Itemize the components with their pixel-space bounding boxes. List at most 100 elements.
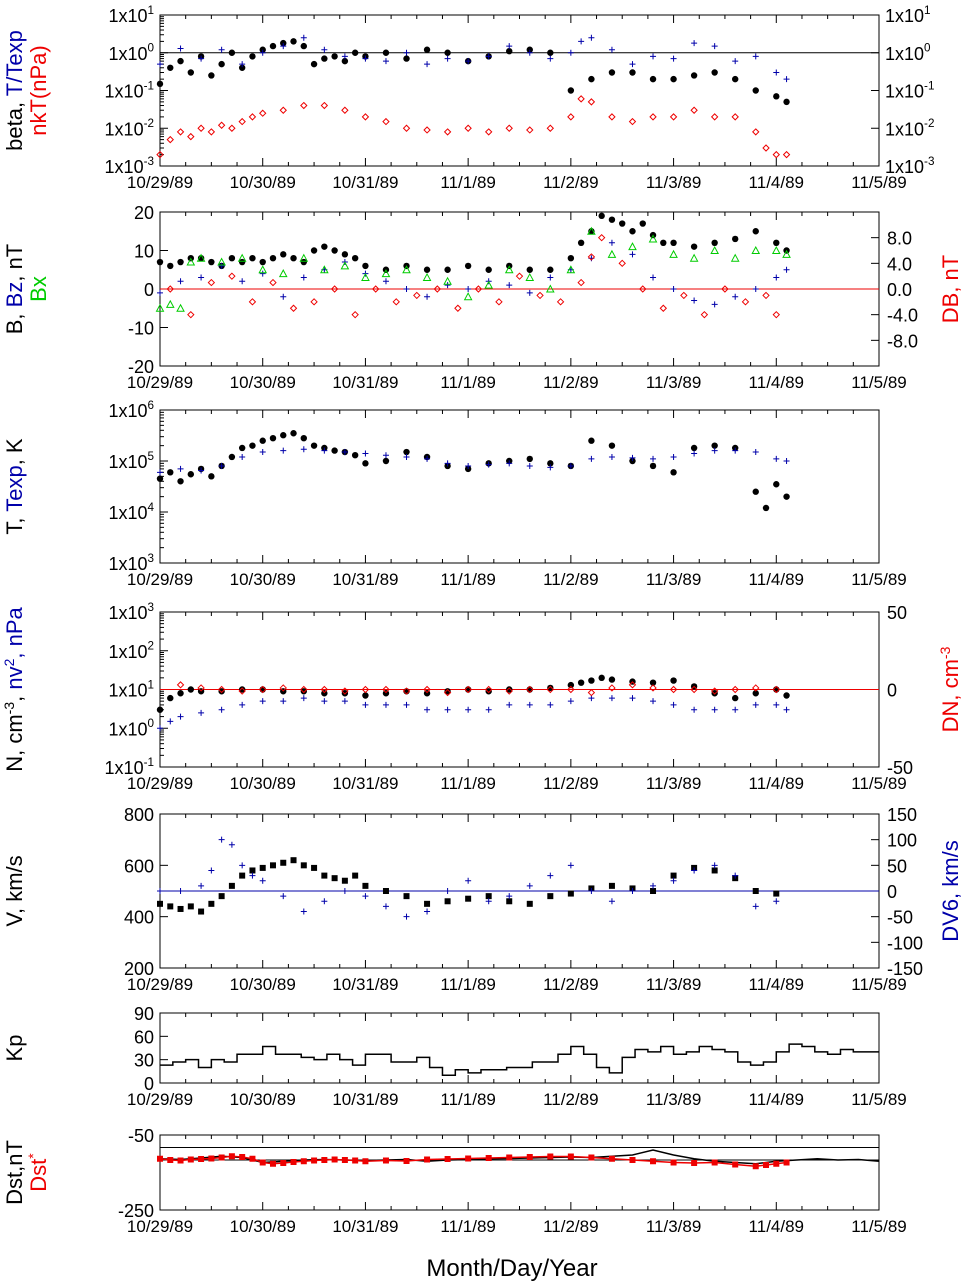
- data-point: [352, 872, 359, 879]
- data-point: [773, 686, 780, 693]
- data-point: [331, 53, 338, 60]
- data-point: [423, 126, 431, 134]
- data-point: [547, 274, 554, 281]
- y-right-tick-label: 50: [887, 603, 907, 623]
- x-tick-label: 10/31/89: [332, 1090, 398, 1109]
- data-point: [403, 49, 410, 56]
- data-point: [670, 677, 677, 684]
- x-tick-label: 11/2/89: [543, 774, 598, 793]
- x-tick-label: 10/29/89: [127, 570, 193, 589]
- data-point: [198, 709, 205, 716]
- data-point: [629, 454, 636, 461]
- data-point: [465, 58, 472, 65]
- data-point: [228, 124, 236, 132]
- data-point: [187, 903, 194, 910]
- data-point: [269, 42, 277, 50]
- data-point: [506, 1154, 513, 1161]
- data-point: [352, 1157, 359, 1164]
- data-point: [648, 234, 658, 243]
- x-tick-label: 10/31/89: [332, 1217, 398, 1236]
- data-point: [381, 269, 391, 278]
- data-point: [228, 882, 235, 889]
- data-point: [157, 725, 163, 732]
- data-point: [177, 888, 184, 894]
- data-point: [424, 455, 431, 462]
- data-point: [248, 113, 257, 121]
- data-point: [485, 53, 492, 60]
- data-point: [650, 274, 657, 281]
- data-point: [423, 690, 431, 697]
- data-point: [711, 442, 718, 449]
- data-point: [269, 1160, 276, 1167]
- data-point: [155, 303, 165, 312]
- x-axis-title: Month/Day/Year: [426, 1255, 597, 1282]
- data-point: [783, 706, 790, 713]
- series-kp: [160, 1043, 879, 1076]
- data-point: [660, 239, 667, 246]
- data-point: [218, 688, 225, 695]
- data-point: [198, 467, 205, 474]
- data-point: [259, 270, 266, 277]
- y-right-tick-label: -50: [887, 758, 913, 778]
- data-point: [228, 1153, 235, 1160]
- data-point: [176, 128, 185, 136]
- data-point: [464, 685, 472, 694]
- data-point: [217, 121, 226, 129]
- x-tick-label: 11/2/89: [543, 373, 598, 392]
- x-tick-label: 11/4/89: [749, 570, 804, 589]
- data-point: [732, 706, 739, 713]
- data-point: [547, 460, 554, 467]
- y-right-tick-label: 50: [887, 856, 907, 876]
- data-point: [484, 685, 493, 694]
- x-tick-label: 11/5/89: [851, 173, 906, 192]
- data-point: [239, 61, 246, 68]
- data-point: [444, 282, 451, 289]
- data-point: [711, 447, 718, 454]
- x-tick-label: 11/1/89: [440, 570, 495, 589]
- data-point: [259, 877, 266, 884]
- x-tick-label: 11/4/89: [749, 1090, 804, 1109]
- data-point: [341, 53, 348, 60]
- data-point: [259, 49, 266, 56]
- y-tick-label: -10: [128, 319, 154, 339]
- data-point: [465, 1155, 472, 1162]
- series-texp: [157, 446, 790, 476]
- y-tick-label: 90: [134, 1004, 154, 1024]
- y-tick-label: 1x10-1: [105, 79, 154, 101]
- data-point: [650, 888, 657, 894]
- data-point: [773, 455, 780, 462]
- data-point: [239, 453, 246, 460]
- data-point: [588, 228, 595, 235]
- data-point: [731, 113, 739, 121]
- data-point: [629, 1157, 636, 1163]
- y-tick-label: -50: [128, 1126, 154, 1146]
- data-point: [300, 695, 307, 702]
- x-tick-label: 11/3/89: [646, 774, 701, 793]
- data-point: [444, 55, 451, 62]
- data-point: [556, 298, 565, 306]
- x-tick-label: 11/4/89: [749, 1217, 804, 1236]
- data-point: [526, 126, 534, 134]
- data-point: [402, 687, 411, 695]
- data-point: [485, 893, 492, 900]
- data-point: [670, 55, 677, 62]
- data-point: [608, 882, 615, 889]
- data-point: [362, 460, 369, 467]
- data-point: [741, 298, 750, 306]
- data-point: [670, 701, 677, 708]
- data-point: [403, 55, 410, 62]
- x-tick-label: 11/3/89: [646, 570, 701, 589]
- data-point: [207, 278, 216, 287]
- data-point: [485, 706, 492, 713]
- data-point: [783, 458, 790, 464]
- data-point: [186, 257, 196, 266]
- x-tick-label: 10/29/89: [127, 975, 193, 994]
- data-point: [690, 243, 698, 250]
- data-point: [465, 286, 472, 292]
- data-point: [382, 903, 389, 910]
- y-right-tick-label: 0.0: [887, 280, 912, 300]
- data-point: [423, 685, 431, 694]
- data-point: [506, 460, 513, 467]
- data-point: [362, 262, 369, 270]
- data-point: [310, 247, 318, 254]
